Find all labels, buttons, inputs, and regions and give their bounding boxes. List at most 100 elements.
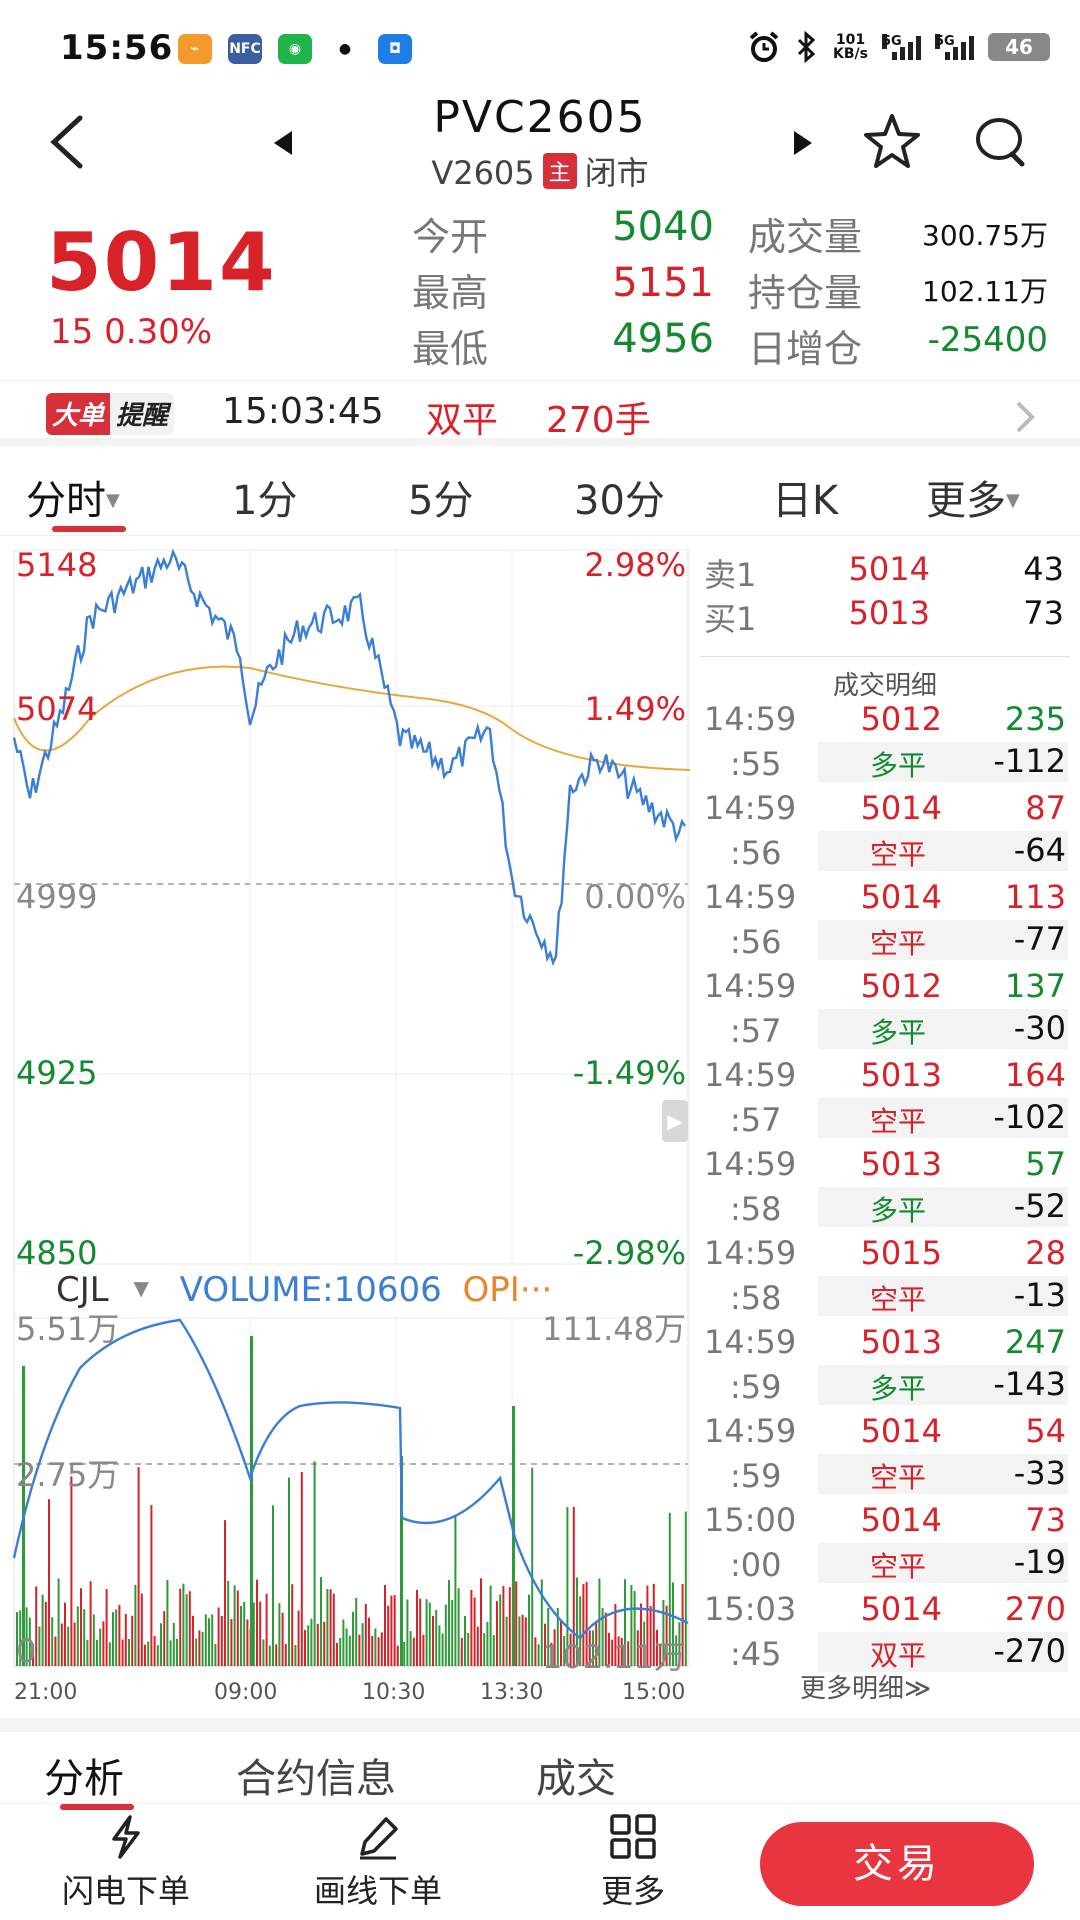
pen-icon — [360, 1817, 398, 1860]
volume-bar — [627, 1641, 630, 1666]
volume-bar — [608, 1632, 610, 1666]
back-arrow-icon[interactable] — [44, 112, 92, 172]
prev-contract-icon[interactable] — [268, 128, 298, 158]
tab-intraday[interactable]: 分时▼ — [26, 468, 120, 526]
volume-bar — [70, 1476, 73, 1666]
favorite-star-icon[interactable] — [860, 110, 924, 174]
bid-row[interactable]: 买1 5013 73 — [700, 594, 1070, 638]
signal-icon-2: 5G — [935, 34, 974, 60]
more-button[interactable]: 更多 — [578, 1806, 688, 1912]
chevron-right-icon[interactable]: ▶ — [662, 1100, 688, 1142]
trade-seconds: :56 — [730, 834, 782, 872]
trade-time: 14:59 — [704, 1323, 797, 1361]
tab-contract-info[interactable]: 合约信息 — [236, 1756, 396, 1802]
time-axis-label: 09:00 — [214, 1680, 278, 1705]
trade-seconds: :57 — [730, 1012, 782, 1050]
trade-row: 14:59 5013 57 多平 -52:58 — [700, 1145, 1070, 1234]
volume-bar — [179, 1588, 182, 1666]
volume-bar — [473, 1597, 476, 1666]
chart-svg — [12, 548, 690, 1667]
open-interest-value: 102.11万 — [922, 275, 1048, 308]
volume-bar — [76, 1606, 79, 1666]
trade-volume: 57 — [1025, 1145, 1066, 1183]
chevron-right-icon[interactable] — [1010, 397, 1040, 437]
trade-oi-delta: -77 — [1013, 920, 1066, 958]
daily-oi-change-label: 日增仓 — [748, 327, 863, 371]
volume-bar — [624, 1579, 626, 1666]
volume-bar — [140, 1593, 143, 1666]
market-status: 闭市 — [584, 154, 649, 192]
volume-bar — [304, 1630, 306, 1666]
volume-bar — [652, 1583, 655, 1666]
intraday-chart[interactable]: 5148 5074 4999 4925 4850 2.98% 1.49% 0.0… — [0, 538, 690, 1705]
volume-bar — [246, 1619, 249, 1666]
volume-bar — [601, 1608, 604, 1666]
section-tab-indicator — [60, 1804, 134, 1810]
volume-bar — [633, 1590, 636, 1666]
volume-bar — [108, 1642, 111, 1666]
trade-volume: 270 — [1004, 1590, 1066, 1628]
volume-bar — [156, 1645, 159, 1666]
volume-bar — [675, 1635, 678, 1666]
trade-row: 14:59 5014 113 空平 -77:56 — [700, 878, 1070, 967]
trade-kind: 空平 — [870, 838, 927, 871]
last-price: 5014 — [46, 216, 277, 309]
tab-1min[interactable]: 1分 — [232, 478, 298, 524]
volume-bar — [166, 1580, 169, 1666]
volume-bar — [604, 1612, 607, 1666]
bid-price: 5013 — [848, 594, 930, 632]
tab-analysis[interactable]: 分析 — [44, 1756, 124, 1802]
trade-price: 5014 — [860, 878, 942, 916]
trade-oi-delta: -64 — [1013, 831, 1066, 869]
trade-seconds: :55 — [730, 745, 782, 783]
vol-indicator[interactable]: CJL — [56, 1270, 109, 1310]
volume-bar — [19, 1610, 22, 1666]
tab-trades[interactable]: 成交 — [536, 1756, 616, 1802]
volume-bar — [566, 1507, 569, 1666]
trade-kind: 多平 — [870, 749, 927, 782]
volume-bar — [236, 1590, 239, 1666]
tab-5min[interactable]: 5分 — [408, 478, 474, 524]
flash-order-button[interactable]: 闪电下单 — [42, 1806, 210, 1912]
qq-icon: ● — [328, 34, 362, 64]
volume-bar — [118, 1604, 121, 1666]
chevron-down-icon[interactable]: ▼ — [133, 1276, 149, 1300]
tab-more[interactable]: 更多▼ — [926, 468, 1020, 526]
volume-bar — [659, 1644, 662, 1666]
next-contract-icon[interactable] — [788, 128, 818, 158]
trade-volume: 164 — [1004, 1056, 1066, 1094]
price-line — [12, 548, 687, 967]
status-indicators: 101 KB/s 5G 5G 46 — [747, 30, 1050, 64]
volume-bar — [524, 1617, 527, 1666]
volume-bar — [144, 1644, 146, 1666]
chevron-down-icon: ▼ — [1006, 490, 1020, 511]
trade-price: 5012 — [860, 967, 942, 1005]
trade-price: 5014 — [860, 1501, 942, 1539]
volume-bar — [102, 1621, 105, 1666]
trade-kind: 空平 — [870, 1283, 927, 1316]
trade-price: 5014 — [860, 789, 942, 827]
more-detail-link[interactable]: 更多明细≫ — [800, 1674, 932, 1704]
volume-value: VOLUME:10606 — [179, 1270, 442, 1310]
tab-daily-k[interactable]: 日K — [772, 478, 839, 524]
big-order-alert[interactable]: 大单 提醒 15:03:45 双平 270手 — [0, 380, 1080, 446]
time-axis-label: 15:00 — [622, 1680, 686, 1705]
volume-bar — [99, 1628, 102, 1666]
volume-bar — [339, 1638, 342, 1666]
tab-30min[interactable]: 30分 — [574, 478, 665, 524]
volume-bar — [291, 1584, 294, 1666]
volume-bar — [105, 1589, 108, 1666]
volume-bar — [243, 1601, 246, 1666]
nfc-icon: NFC — [228, 34, 262, 64]
volume-bar — [233, 1585, 236, 1666]
trade-time: 14:59 — [704, 1234, 797, 1272]
search-icon[interactable] — [968, 110, 1032, 174]
draw-order-button[interactable]: 画线下单 — [294, 1806, 462, 1912]
volume-bar — [176, 1638, 178, 1666]
trade-button[interactable]: 交易 — [760, 1822, 1034, 1906]
volume-bar — [332, 1593, 335, 1666]
volume-bar — [614, 1603, 617, 1666]
volume-bar — [182, 1583, 185, 1666]
ask-row[interactable]: 卖1 5014 43 — [700, 550, 1070, 594]
volume-bar — [460, 1638, 463, 1666]
